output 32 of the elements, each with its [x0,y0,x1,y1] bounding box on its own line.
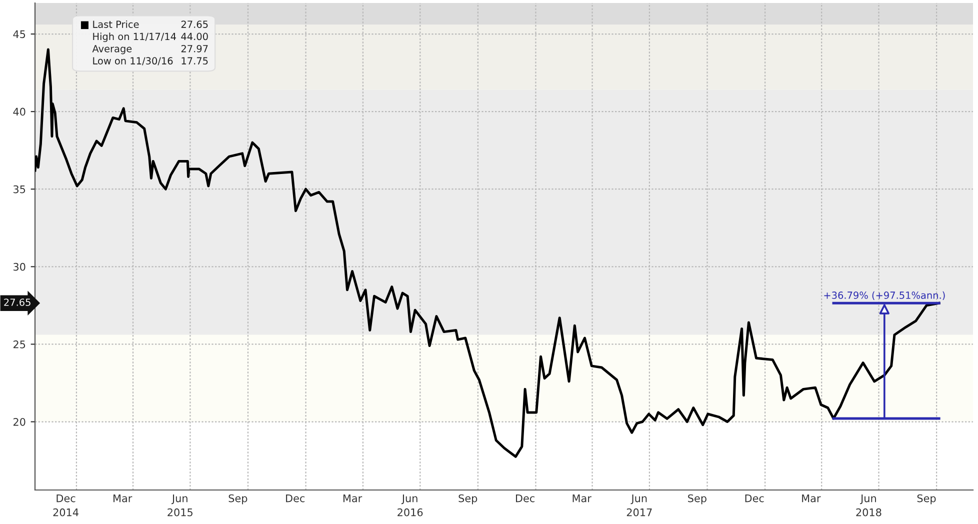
x-tick-label: Dec 2014 [53,494,78,516]
annotation: Average [92,45,132,54]
x-tick-label: Jun 2015 [168,494,192,516]
y-tick-label: 30 [14,262,26,271]
annotation: High on 11/17/14 [93,32,176,42]
legend-label: Last Price [93,20,139,28]
x-tick-label: Mar [343,494,362,502]
annotation: +36.79% (+97.51%ann.) [824,291,945,300]
annotation: 27.97 [181,44,208,52]
x-tick-label: Sep [688,494,706,504]
annotation: Low on 11/30/16 [93,57,173,66]
x-tick-label: Jun 2016 [398,494,423,516]
annotation: 44.00 [181,32,208,40]
y-tick-label: 25 [13,340,26,348]
y-tick-label: 45 [13,30,26,38]
text: 27.65 [4,298,30,306]
x-tick-label: Dec [516,494,534,502]
y-tick-label: 20 [13,418,26,426]
y-tick-label: 35 [14,185,26,194]
x-tick-label: Jun 2018 [856,494,882,516]
annotation: 27.65 [181,20,208,28]
x-tick-label: Sep [228,494,248,504]
x-tick-label: Mar [572,494,592,502]
x-tick-label: Sep [458,494,478,504]
x-tick-label: Mar [802,494,821,502]
annotation: 17.75 [182,57,208,65]
x-tick-label: Sep [917,494,936,504]
x-tick-label: Jun 2017 [626,494,652,516]
x-tick-label: Mar [114,494,132,502]
y-tick-label: 40 [13,108,26,116]
x-tick-label: Dec [745,494,764,502]
x-tick-label: Dec [286,494,305,502]
